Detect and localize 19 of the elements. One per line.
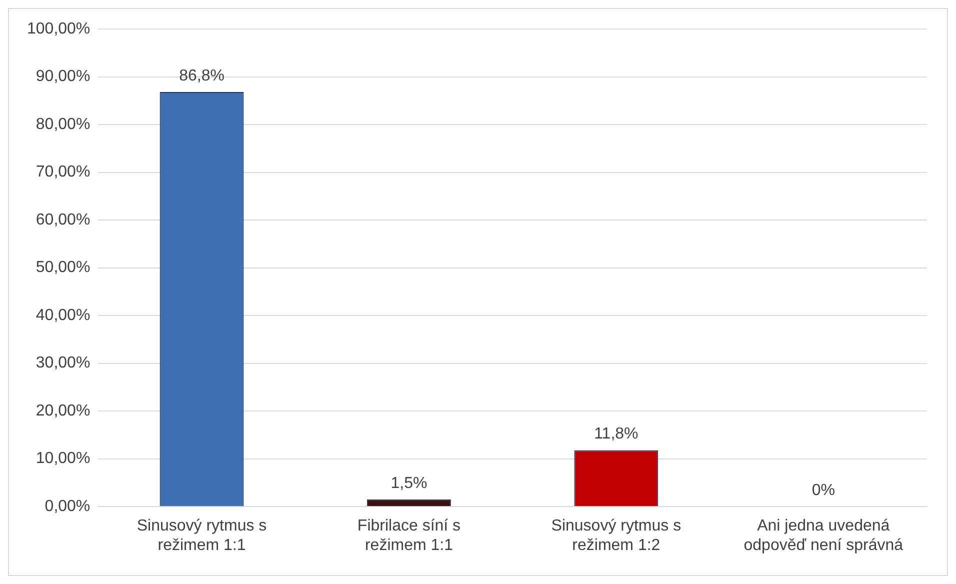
y-tick-label: 100,00% [26,20,90,38]
data-label: 11,8% [594,426,638,443]
x-tick-label: Fibrilace síní s režimem 1:1 [357,518,461,554]
x-tick-label: Sinusový rytmus s režimem 1:1 [136,518,267,554]
y-tick-label: 90,00% [36,68,90,86]
x-tick-label: Ani jedna uvedená odpověď není správná [744,518,904,554]
y-tick-label: 10,00% [36,450,90,468]
data-label: 86,8% [179,67,224,84]
y-tick-label: 70,00% [36,164,90,181]
y-tick-label: 20,00% [36,402,90,420]
data-label: 0% [812,482,835,500]
y-tick-label: 50,00% [36,259,90,276]
y-tick-label: 60,00% [36,211,90,228]
x-tick-label: Sinusový rytmus s režimem 1:2 [551,518,682,554]
data-label: 1,5% [390,474,428,492]
y-tick-label: 80,00% [36,116,90,133]
y-tick-label: 0,00% [44,498,90,516]
y-tick-label: 30,00% [36,354,90,372]
y-tick-label: 40,00% [36,306,90,324]
